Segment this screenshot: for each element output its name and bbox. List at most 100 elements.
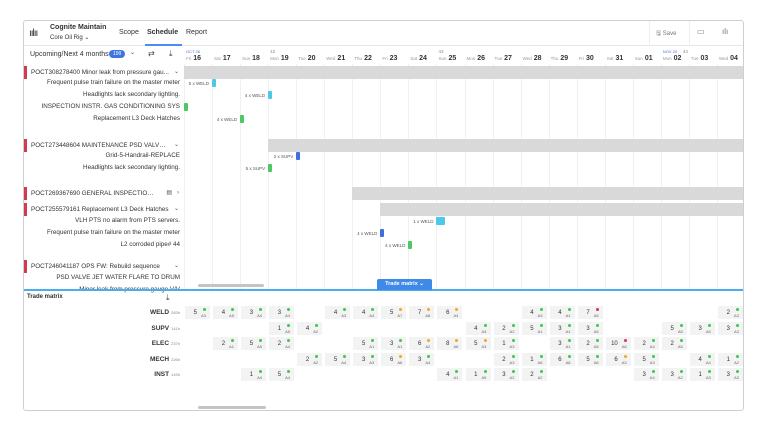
- trade-matrix-cell[interactable]: 3 A5: [688, 320, 716, 336]
- trade-matrix-cell[interactable]: 2 A4: [268, 336, 296, 351]
- trade-matrix-cell[interactable]: 4 A1: [436, 367, 464, 382]
- trade-matrix-cell[interactable]: 4 A1: [548, 305, 576, 320]
- chevron-right-icon[interactable]: ›: [177, 190, 179, 196]
- bar-chart-icon[interactable]: ılı: [722, 27, 729, 36]
- trade-matrix-cell[interactable]: 2 A2: [520, 367, 548, 382]
- filter-sliders-icon[interactable]: ⇄: [148, 49, 155, 58]
- trade-matrix-cell[interactable]: 5 A7: [380, 305, 408, 320]
- tab-schedule[interactable]: Schedule: [147, 29, 179, 36]
- operation-bar[interactable]: [380, 229, 385, 238]
- trade-matrix-cell[interactable]: 8 A6: [436, 336, 464, 351]
- trade-matrix-cell[interactable]: 7 A8: [408, 305, 436, 320]
- operation-bar[interactable]: [212, 79, 217, 88]
- trade-matrix-cell[interactable]: 3 A4: [632, 367, 660, 382]
- trade-matrix-cell[interactable]: 5 A1: [352, 336, 380, 351]
- chevron-down-icon[interactable]: ⌄: [173, 141, 179, 148]
- site-selector[interactable]: Core Oil Rig ⌄: [50, 34, 89, 41]
- work-order-bar[interactable]: [352, 187, 743, 200]
- trade-matrix-cell[interactable]: 6 A8: [548, 351, 576, 367]
- trade-matrix-cell[interactable]: 5 A5: [660, 320, 688, 336]
- trade-matrix-cell[interactable]: 1 A4: [240, 367, 268, 382]
- split-divider[interactable]: [24, 289, 743, 291]
- trade-matrix-cell[interactable]: 4 A5: [212, 305, 240, 320]
- operation-bar[interactable]: [436, 217, 446, 226]
- trade-matrix-cell[interactable]: 3 A2: [492, 367, 520, 382]
- trade-matrix-cell[interactable]: 4 A4: [688, 351, 716, 367]
- trade-matrix-cell[interactable]: 3 A2: [660, 367, 688, 382]
- trade-matrix-cell[interactable]: 6 A6: [380, 351, 408, 367]
- chevron-down-icon[interactable]: ⌄: [173, 69, 179, 75]
- operation-bar[interactable]: [268, 91, 273, 100]
- trade-matrix-cell[interactable]: 1 A5: [268, 320, 296, 336]
- trade-matrix-cell[interactable]: 6 A3: [604, 351, 632, 367]
- trade-matrix-cell[interactable]: 5 A5: [240, 336, 268, 351]
- operation-bar[interactable]: [240, 115, 245, 124]
- trade-matrix-toggle[interactable]: Trade matrix ⌄: [377, 279, 432, 290]
- operation-bar[interactable]: [184, 103, 188, 112]
- trade-matrix-cell[interactable]: 6 A2: [408, 336, 436, 351]
- work-order-group[interactable]: POCT246041187 OPS FW: Rebuild sequence ⌄: [24, 259, 184, 273]
- trade-matrix-cell[interactable]: 2 A1: [212, 336, 240, 351]
- operation-bar[interactable]: [408, 241, 413, 250]
- trade-matrix-cell[interactable]: 3 A4: [408, 351, 436, 367]
- trade-matrix-cell[interactable]: 4 A3: [520, 305, 548, 320]
- notes-icon[interactable]: ▤: [166, 190, 172, 196]
- trade-matrix-cell[interactable]: 3 A1: [548, 320, 576, 336]
- trade-matrix-cell[interactable]: 1 A5: [520, 351, 548, 367]
- trade-matrix-cell[interactable]: 5 A4: [268, 367, 296, 382]
- trade-matrix-cell[interactable]: 3 A3: [716, 367, 743, 382]
- trade-matrix-cell[interactable]: 2 A3: [716, 305, 743, 320]
- trade-matrix-cell[interactable]: 6 A4: [436, 305, 464, 320]
- work-order-group[interactable]: POCT269367690 GENERAL INSPECTION (... ▤ ›: [24, 187, 184, 200]
- download-icon[interactable]: ⤓: [166, 293, 170, 302]
- trade-matrix-cell[interactable]: 3 A5: [576, 320, 604, 336]
- trade-matrix-cell[interactable]: 3 A1: [548, 336, 576, 351]
- chevron-down-icon[interactable]: ⌄: [173, 205, 179, 212]
- work-order-group[interactable]: POCT255579161 Replacement L3 Deck Hatche…: [24, 202, 184, 216]
- trade-matrix-cell[interactable]: 2 A2: [492, 320, 520, 336]
- trade-matrix-cell[interactable]: 5 A3: [184, 305, 211, 320]
- period-filter[interactable]: Upcoming/Next 4 months: [30, 51, 109, 58]
- trade-matrix-cell[interactable]: 2 A5: [576, 336, 604, 351]
- trade-matrix-cell[interactable]: 3 A4: [268, 305, 296, 320]
- work-order-bar[interactable]: [184, 66, 743, 79]
- chevron-down-icon[interactable]: ⌄: [130, 50, 136, 56]
- work-order-bar[interactable]: [380, 202, 743, 216]
- trade-matrix-cell[interactable]: 7 A5: [576, 305, 604, 320]
- work-order-group[interactable]: POCT273448604 MAINTENANCE PSD VALVES ...…: [24, 138, 184, 152]
- tab-report[interactable]: Report: [186, 29, 208, 36]
- work-order-bar[interactable]: [268, 138, 743, 152]
- folder-icon[interactable]: ▭: [697, 27, 705, 36]
- trade-matrix-cell[interactable]: 3 A3: [716, 320, 743, 336]
- matrix-scrollbar[interactable]: [198, 406, 266, 409]
- trade-matrix-cell[interactable]: 2 A5: [660, 336, 688, 351]
- trade-matrix-cell[interactable]: 5 A4: [324, 351, 352, 367]
- trade-matrix-cell[interactable]: 2 A2: [296, 351, 324, 367]
- tab-scope[interactable]: Scope: [119, 29, 139, 36]
- trade-matrix-cell[interactable]: 10 A8: [604, 336, 632, 351]
- trade-matrix-cell[interactable]: 5 A3: [632, 351, 660, 367]
- trade-matrix-cell[interactable]: 4 A4: [352, 305, 380, 320]
- trade-matrix-cell[interactable]: 1 A5: [464, 367, 492, 382]
- trade-matrix-cell[interactable]: 2 A3: [492, 351, 520, 367]
- trade-matrix-cell[interactable]: 3 A4: [240, 305, 268, 320]
- trade-matrix-cell[interactable]: 3 A1: [380, 336, 408, 351]
- download-icon[interactable]: ⤓: [169, 49, 173, 58]
- trade-matrix-cell[interactable]: 5 A3: [464, 336, 492, 351]
- trade-matrix-cell[interactable]: 5 A1: [520, 320, 548, 336]
- trade-matrix-cell[interactable]: 4 A3: [324, 305, 352, 320]
- gantt-scrollbar[interactable]: [198, 284, 264, 287]
- trade-matrix-cell[interactable]: 2 A4: [632, 336, 660, 351]
- trade-matrix-cell[interactable]: 4 A3: [464, 320, 492, 336]
- operation-bar[interactable]: [296, 151, 301, 160]
- work-order-group[interactable]: POCT308278400 Minor leak from pressure g…: [24, 66, 184, 79]
- trade-matrix-cell[interactable]: 1 A3: [492, 336, 520, 351]
- operation-bar[interactable]: [268, 163, 273, 172]
- chevron-down-icon[interactable]: ⌄: [173, 262, 179, 269]
- trade-matrix-cell[interactable]: 4 A2: [296, 320, 324, 336]
- save-button[interactable]: 🖫 Save: [656, 29, 676, 39]
- trade-matrix-cell[interactable]: 1 A3: [688, 367, 716, 382]
- trade-matrix-cell[interactable]: 1 A2: [716, 351, 743, 367]
- trade-matrix-cell[interactable]: 5 A6: [576, 351, 604, 367]
- trade-matrix-cell[interactable]: 3 A3: [352, 351, 380, 367]
